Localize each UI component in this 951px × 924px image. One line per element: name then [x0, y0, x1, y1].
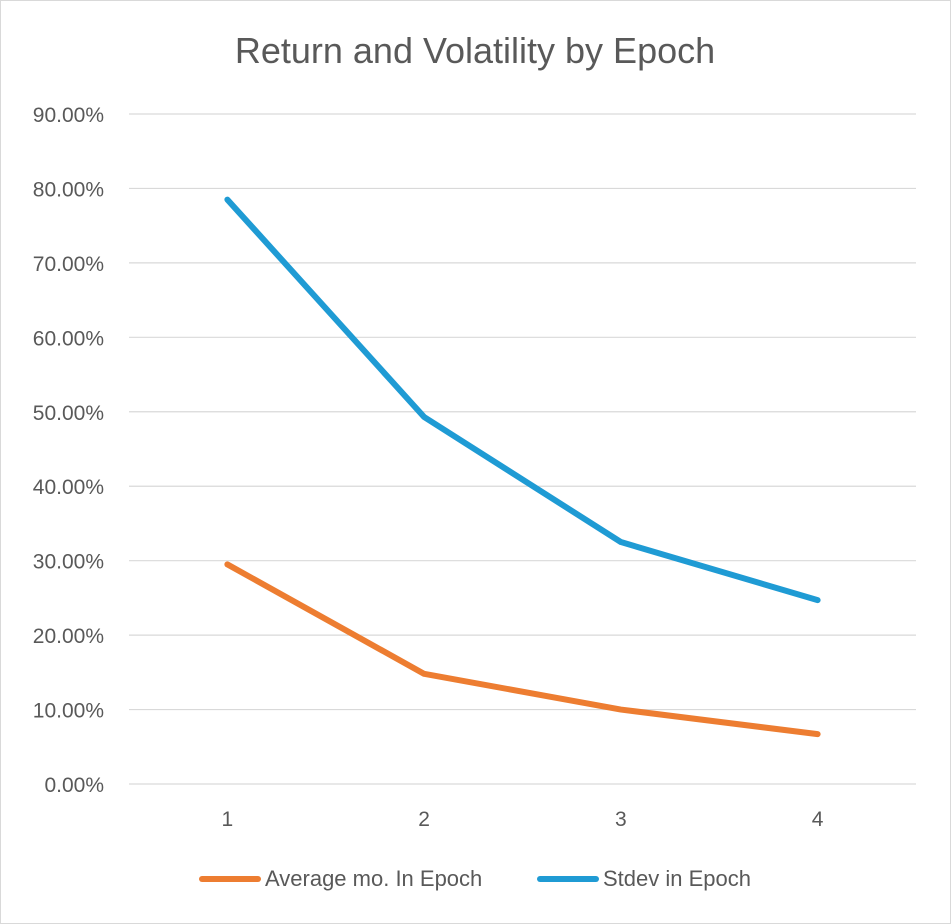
series-line-stdev: [224, 196, 821, 604]
series-line-average: [224, 561, 821, 738]
y-tick-label: 70.00%: [33, 253, 104, 276]
y-tick-label: 40.00%: [33, 476, 104, 499]
x-tick-label: 2: [418, 808, 430, 831]
legend: Average mo. In Epoch Stdev in Epoch: [199, 866, 751, 891]
legend-label: Stdev in Epoch: [603, 866, 751, 891]
y-tick-label: 30.00%: [33, 551, 104, 574]
x-tick-label: 4: [812, 808, 824, 831]
y-tick-label: 10.00%: [33, 700, 104, 723]
y-tick-label: 50.00%: [33, 402, 104, 425]
x-axis-tick-labels: 1 2 3 4: [222, 808, 824, 831]
series-lines: [224, 196, 821, 738]
legend-label: Average mo. In Epoch: [265, 866, 482, 891]
y-tick-label: 60.00%: [33, 327, 104, 350]
y-tick-label: 20.00%: [33, 625, 104, 648]
x-tick-label: 3: [615, 808, 627, 831]
x-tick-label: 1: [222, 808, 234, 831]
y-tick-label: 90.00%: [33, 104, 104, 127]
chart-title: Return and Volatility by Epoch: [235, 30, 715, 71]
y-tick-label: 80.00%: [33, 178, 104, 201]
gridlines: [129, 113, 916, 785]
y-tick-label: 0.00%: [44, 774, 104, 797]
y-axis-tick-labels: 0.00% 10.00% 20.00% 30.00% 40.00% 50.00% 60.00…: [33, 104, 104, 797]
